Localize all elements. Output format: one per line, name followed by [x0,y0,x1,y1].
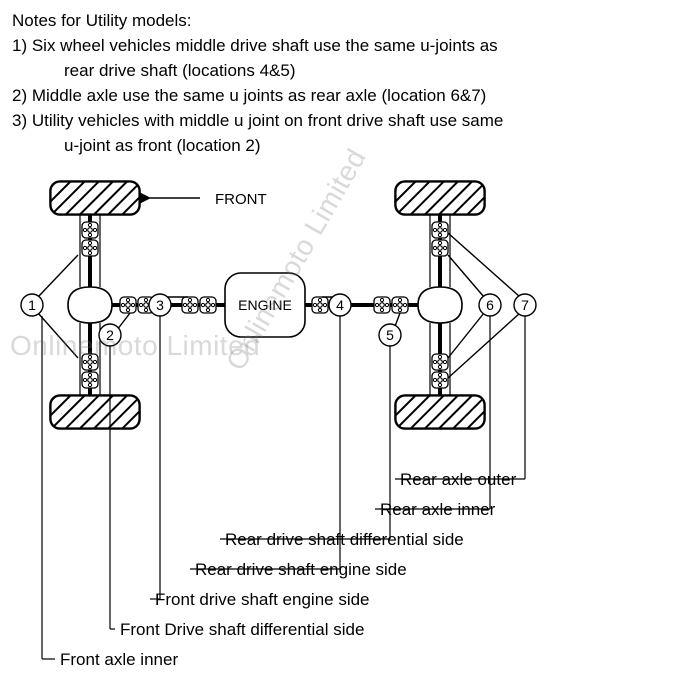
callout-label: Rear axle inner [380,500,496,519]
ujoint-icon [82,240,98,256]
callout-label: Rear axle outer [400,470,517,489]
callout-label: Front Drive shaft differential side [120,620,364,639]
callout-label: Front drive shaft engine side [155,590,370,609]
ujoint-icon [374,297,390,313]
rear-diff-icon [418,287,462,323]
ujoint-icon [120,297,136,313]
callout-number: 1 [28,297,36,313]
front-label: FRONT [215,191,267,208]
ujoint-icon [82,372,98,388]
ujoint-icon [432,240,448,256]
ujoint-icon [182,297,198,313]
ujoint-icon [432,354,448,370]
ujoint-icon [432,222,448,238]
callout-number: 6 [486,297,494,313]
rear-right-tire-icon [395,395,485,429]
front-right-tire-icon [50,395,140,429]
notes-line1a: 1) Six wheel vehicles middle drive shaft… [12,35,688,58]
callout-number: 3 [156,297,164,313]
drivetrain-diagram: FRONT ENGINE [0,160,700,700]
rear-left-tire-icon [395,181,485,215]
callout-number: 7 [521,297,529,313]
ujoint-icon [82,222,98,238]
callout-label: Front axle inner [60,650,178,669]
callout-number: 4 [336,297,344,313]
callout-number: 5 [386,327,394,343]
callout-label: Rear drive shaft differential side [225,530,464,549]
notes-line1b: rear drive shaft (locations 4&5) [12,60,688,83]
notes-line2: 2) Middle axle use the same u joints as … [12,85,688,108]
ujoint-icon [200,297,216,313]
notes-line3a: 3) Utility vehicles with middle u joint … [12,110,688,133]
callout-label: Rear drive shaft engine side [195,560,407,579]
front-diff-icon [68,287,112,323]
notes-title: Notes for Utility models: [12,10,688,33]
front-left-tire-icon [50,181,140,215]
ujoint-icon [312,297,328,313]
ujoint-icon [392,297,408,313]
notes-block: Notes for Utility models: 1) Six wheel v… [0,0,700,158]
ujoint-icon [432,372,448,388]
